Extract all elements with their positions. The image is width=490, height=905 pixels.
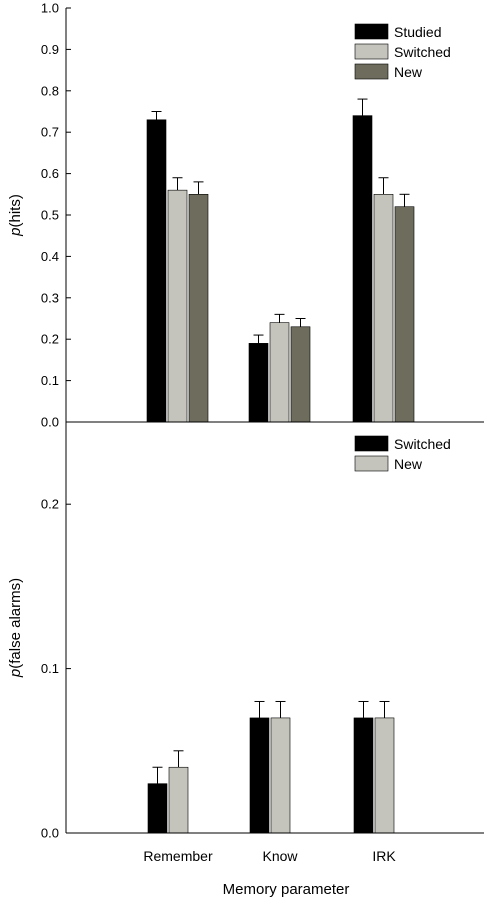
category-label: IRK bbox=[372, 848, 396, 864]
legend-swatch bbox=[354, 63, 389, 80]
category-axis-labels: Remember Know IRK bbox=[143, 848, 396, 864]
bar-studied bbox=[146, 119, 167, 423]
y-tick-label: 0.0 bbox=[41, 415, 59, 430]
y-tick-label: 0.8 bbox=[41, 83, 59, 98]
y-tick-label: 0.7 bbox=[41, 125, 59, 140]
y-axis-title: p(false alarms) bbox=[7, 578, 24, 678]
bar-switched bbox=[249, 717, 270, 834]
bar-studied bbox=[248, 343, 269, 423]
legend-label: Studied bbox=[394, 24, 441, 40]
bar-new bbox=[290, 326, 311, 423]
bar-studied bbox=[352, 115, 373, 423]
legend-label: Switched bbox=[394, 44, 451, 60]
y-tick-label: 1.0 bbox=[41, 1, 59, 16]
bar-new bbox=[374, 717, 395, 834]
bar-new bbox=[168, 766, 189, 834]
category-label: Know bbox=[262, 848, 298, 864]
y-tick-label: 0.3 bbox=[41, 290, 59, 305]
bar-new bbox=[188, 194, 209, 423]
bar-switched bbox=[373, 194, 394, 423]
y-tick-label: 0.2 bbox=[41, 332, 59, 347]
hits-panel: 0.0 0.1 0.2 0.3 0.4 0.5 0.6 0.7 0.8 0.9 1.0 p(hits)… bbox=[7, 1, 451, 430]
y-tick-label: 0.1 bbox=[41, 373, 59, 388]
bar-new bbox=[394, 206, 415, 423]
bar-switched bbox=[353, 717, 374, 834]
legend-label: Switched bbox=[394, 436, 451, 452]
legend-label: New bbox=[394, 456, 423, 472]
y-tick-label: 0.5 bbox=[41, 208, 59, 223]
legend-swatch bbox=[354, 455, 389, 472]
legend-swatch bbox=[354, 435, 389, 452]
x-axis-title: Memory parameter bbox=[223, 881, 350, 898]
y-tick-label: 0.6 bbox=[41, 166, 59, 181]
y-tick-label: 0.9 bbox=[41, 42, 59, 57]
y-tick-label: 0.0 bbox=[41, 826, 59, 841]
bar-new bbox=[270, 717, 291, 834]
false-alarms-panel: 0.0 0.1 0.2 p(false alarms) Switched New bbox=[7, 422, 451, 841]
y-tick-label: 0.4 bbox=[41, 249, 59, 264]
bar-switched bbox=[147, 783, 168, 834]
legend-swatch bbox=[354, 43, 389, 60]
bar-switched bbox=[167, 189, 188, 423]
y-axis-title: p(hits) bbox=[7, 194, 24, 237]
y-tick-label: 0.2 bbox=[41, 497, 59, 512]
y-tick-label: 0.1 bbox=[41, 661, 59, 676]
legend-label: New bbox=[394, 64, 423, 80]
category-label: Remember bbox=[143, 848, 213, 864]
legend-swatch bbox=[354, 23, 389, 40]
bar-switched bbox=[269, 322, 290, 423]
